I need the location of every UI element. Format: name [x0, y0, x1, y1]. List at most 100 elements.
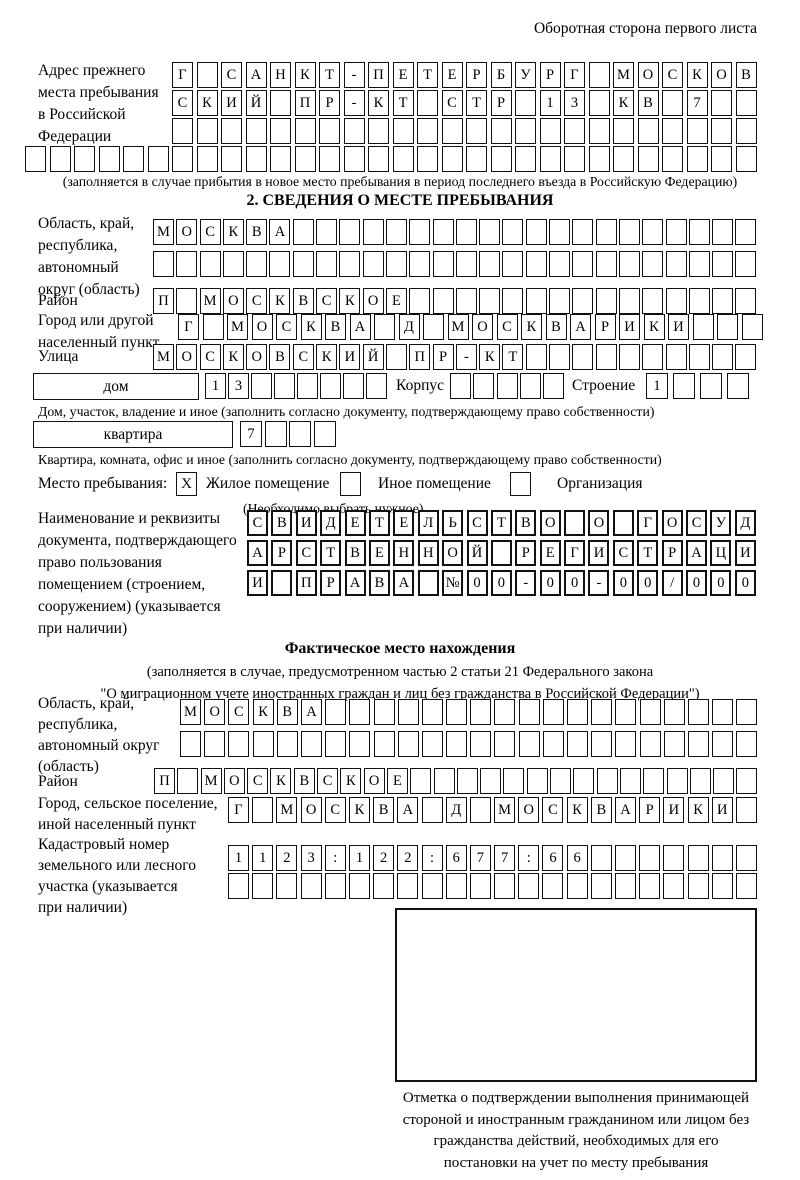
- char-cell[interactable]: О: [246, 344, 268, 370]
- char-cell[interactable]: И: [588, 540, 610, 566]
- char-cell[interactable]: С: [441, 90, 463, 116]
- char-cell[interactable]: Й: [362, 344, 384, 370]
- char-cell[interactable]: С: [247, 510, 268, 536]
- char-cell[interactable]: [595, 219, 617, 245]
- char-cell[interactable]: [687, 699, 709, 725]
- char-cell[interactable]: А: [245, 62, 267, 88]
- char-cell[interactable]: Г: [564, 62, 585, 88]
- char-cell[interactable]: [735, 90, 757, 116]
- char-cell[interactable]: [642, 344, 664, 370]
- char-cell[interactable]: 1: [348, 845, 370, 871]
- char-cell[interactable]: К: [316, 344, 338, 370]
- char-cell[interactable]: К: [566, 797, 588, 823]
- char-cell[interactable]: [362, 251, 384, 277]
- char-cell[interactable]: [663, 699, 685, 725]
- char-cell[interactable]: [736, 699, 758, 725]
- char-cell[interactable]: С: [228, 699, 250, 725]
- char-cell[interactable]: [567, 699, 588, 725]
- char-cell[interactable]: Ь: [442, 510, 464, 536]
- char-cell[interactable]: [572, 344, 594, 370]
- char-cell[interactable]: С: [221, 62, 242, 88]
- char-cell[interactable]: Е: [393, 510, 415, 536]
- char-cell[interactable]: [325, 731, 347, 757]
- char-cell[interactable]: [316, 219, 338, 245]
- char-cell[interactable]: Р: [661, 540, 683, 566]
- char-cell[interactable]: [349, 731, 371, 757]
- char-cell[interactable]: И: [711, 797, 733, 823]
- char-cell[interactable]: Й: [466, 540, 488, 566]
- char-cell[interactable]: -: [455, 344, 477, 370]
- char-cell[interactable]: [515, 118, 536, 144]
- char-cell[interactable]: М: [153, 219, 174, 245]
- char-cell[interactable]: [712, 699, 734, 725]
- char-cell[interactable]: 1: [646, 373, 668, 399]
- char-cell[interactable]: Е: [344, 510, 366, 536]
- char-cell[interactable]: В: [515, 510, 537, 536]
- char-cell[interactable]: О: [251, 314, 273, 340]
- char-cell[interactable]: С: [199, 219, 221, 245]
- char-cell[interactable]: В: [344, 540, 366, 566]
- char-cell[interactable]: 7: [469, 845, 491, 871]
- char-cell[interactable]: И: [668, 314, 689, 340]
- char-cell[interactable]: [221, 118, 242, 144]
- char-cell[interactable]: [252, 731, 274, 757]
- char-cell[interactable]: [373, 873, 395, 899]
- char-cell[interactable]: А: [300, 699, 322, 725]
- char-cell[interactable]: [421, 873, 443, 899]
- char-cell[interactable]: [687, 731, 709, 757]
- char-cell[interactable]: [441, 118, 463, 144]
- char-cell[interactable]: [736, 768, 758, 794]
- char-cell[interactable]: [588, 62, 610, 88]
- char-cell[interactable]: [252, 797, 274, 823]
- char-cell[interactable]: Д: [445, 797, 467, 823]
- char-cell[interactable]: А: [269, 219, 291, 245]
- char-cell[interactable]: [294, 118, 316, 144]
- char-cell[interactable]: [687, 873, 709, 899]
- char-cell[interactable]: [409, 288, 431, 314]
- char-cell[interactable]: [735, 219, 757, 245]
- char-cell[interactable]: [615, 731, 637, 757]
- char-cell[interactable]: К: [269, 288, 291, 314]
- char-cell[interactable]: [469, 873, 491, 899]
- char-cell[interactable]: [686, 146, 708, 172]
- char-cell[interactable]: [736, 731, 758, 757]
- char-cell[interactable]: [662, 90, 683, 116]
- char-cell[interactable]: 0: [637, 570, 659, 596]
- char-cell[interactable]: [518, 699, 540, 725]
- char-cell[interactable]: [270, 90, 291, 116]
- char-cell[interactable]: [494, 699, 516, 725]
- char-cell[interactable]: В: [269, 344, 291, 370]
- char-cell[interactable]: [612, 510, 634, 536]
- char-cell[interactable]: [204, 731, 226, 757]
- char-cell[interactable]: Р: [271, 540, 293, 566]
- char-cell[interactable]: [525, 288, 547, 314]
- char-cell[interactable]: С: [316, 288, 338, 314]
- char-cell[interactable]: [446, 699, 468, 725]
- char-cell[interactable]: 6: [566, 845, 588, 871]
- char-cell[interactable]: [515, 90, 536, 116]
- char-cell[interactable]: [343, 146, 365, 172]
- char-cell[interactable]: Г: [178, 314, 199, 340]
- char-cell[interactable]: [727, 373, 749, 399]
- char-cell[interactable]: [177, 768, 199, 794]
- char-cell[interactable]: 7: [686, 90, 708, 116]
- char-cell[interactable]: Р: [320, 570, 342, 596]
- char-cell[interactable]: [343, 118, 365, 144]
- char-cell[interactable]: Г: [172, 62, 193, 88]
- char-cell[interactable]: [172, 118, 193, 144]
- char-cell[interactable]: 1: [228, 845, 249, 871]
- char-cell[interactable]: [588, 146, 610, 172]
- char-cell[interactable]: 0: [539, 570, 561, 596]
- char-cell[interactable]: С: [324, 797, 346, 823]
- char-cell[interactable]: [613, 146, 634, 172]
- char-cell[interactable]: [741, 314, 763, 340]
- char-cell[interactable]: [196, 62, 218, 88]
- char-cell[interactable]: 2: [397, 845, 419, 871]
- char-cell[interactable]: [300, 731, 322, 757]
- char-cell[interactable]: [618, 251, 640, 277]
- char-cell[interactable]: [502, 288, 524, 314]
- char-cell[interactable]: [590, 873, 612, 899]
- char-cell[interactable]: :: [421, 845, 443, 871]
- char-cell[interactable]: М: [153, 344, 174, 370]
- char-cell[interactable]: [490, 540, 512, 566]
